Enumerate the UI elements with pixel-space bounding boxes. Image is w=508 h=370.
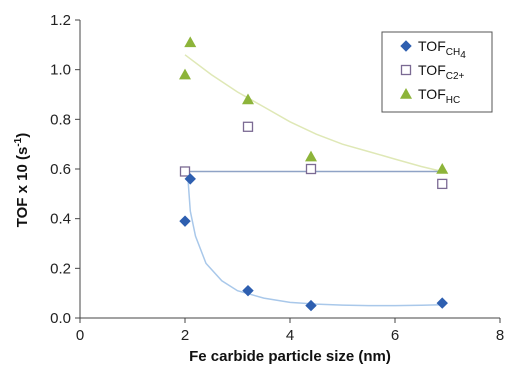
ch4-trendline (186, 173, 443, 307)
y-axis-title: TOF x 10 (s-1) (13, 133, 31, 228)
x-axis-title: Fe carbide particle size (nm) (189, 348, 391, 365)
y-tick-label: 1.2 (50, 12, 71, 29)
x-tick-label: 0 (76, 327, 84, 344)
hc-point (305, 150, 317, 162)
x-tick-label: 6 (391, 327, 399, 344)
legend-item-hc-label: TOFHC (418, 86, 460, 106)
x-tick-label: 8 (496, 327, 504, 344)
hc-point (242, 93, 254, 105)
hc-trendline (184, 54, 443, 173)
y-tick-label: 0.8 (50, 111, 71, 128)
y-axis-title-close: ) (14, 133, 31, 138)
c2-point (179, 166, 191, 177)
y-tick-label: 0.4 (50, 211, 71, 228)
ch4-point (179, 215, 191, 227)
hc-point (184, 36, 197, 48)
svg-text:TOF x 10 (s-1): TOF x 10 (s-1) (13, 133, 31, 228)
ch4-point (436, 297, 448, 309)
x-tick-label: 2 (181, 327, 189, 344)
y-tick-label: 1.0 (50, 62, 71, 79)
hc-point (179, 68, 191, 80)
y-axis-title-main: TOF x 10 (s (14, 147, 31, 228)
ch4-point (242, 284, 254, 297)
y-tick-label: 0.2 (50, 260, 71, 277)
legend-item-hc-marker (400, 88, 412, 99)
ch4-point (305, 299, 317, 312)
c2-point (437, 178, 448, 190)
hc-point (436, 163, 449, 174)
plot-area: 0.0 0.2 0.4 0.6 0.8 1.0 1.2 0 2 4 6 8 (50, 12, 504, 344)
ch4-point (184, 173, 196, 185)
x-tick-label: 4 (286, 327, 294, 344)
y-tick-label: 0.6 (50, 161, 71, 178)
legend-item-c2-marker (400, 64, 412, 76)
legend-item-ch4-marker (400, 40, 412, 52)
c2-point (242, 121, 254, 132)
y-tick-label: 0.0 (50, 310, 71, 327)
c2-point (305, 163, 317, 175)
legend-item-ch4-label: TOFCH4 (418, 38, 466, 61)
y-axis-title-sup: -1 (13, 137, 24, 146)
legend-item-c2-label: TOFC2+ (418, 62, 465, 82)
